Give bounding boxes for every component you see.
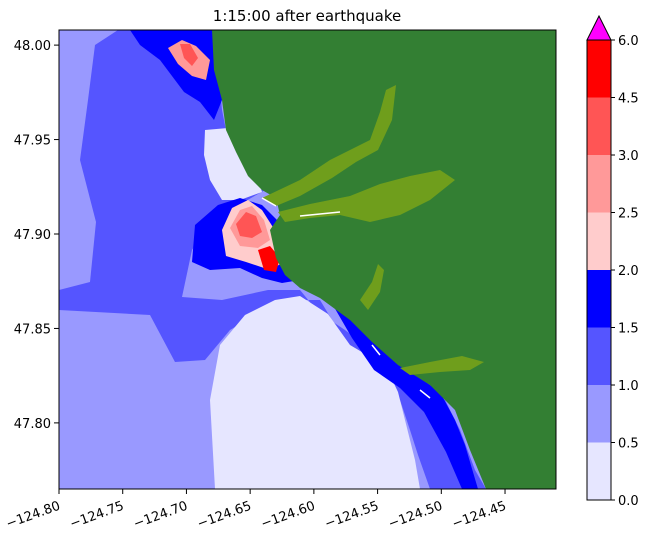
colorbar-tick-label: 0.5: [618, 437, 639, 452]
colorbar-tick-label: 2.5: [618, 207, 639, 222]
river-southeast: [400, 356, 484, 375]
colorbar-tick-label: 2.0: [618, 264, 639, 279]
colorbar-segment: [587, 40, 611, 98]
wave-band-0.0-0.5: [210, 296, 420, 489]
y-tick-label: 47.80: [14, 417, 51, 432]
colorbar-segment: [587, 385, 611, 443]
y-tick-label: 48.00: [14, 39, 51, 54]
axes-frame: [58, 29, 557, 490]
x-tick-label: −124.65: [195, 499, 253, 532]
colorbar-extend-max: [586, 14, 612, 41]
y-tick-label: 47.85: [14, 322, 51, 337]
x-tick-label: −124.60: [259, 499, 317, 532]
chart-title: 1:15:00 after earthquake: [213, 7, 401, 25]
x-tick-label: −124.75: [68, 499, 126, 532]
x-axis: −124.80 −124.75 −124.70 −124.65 −124.60 −124.…: [4, 489, 508, 532]
colorbar-segment: [587, 97, 611, 155]
x-tick-label: −124.45: [450, 499, 508, 532]
colorbar-tick-label: 1.0: [618, 379, 639, 394]
river-north: [262, 85, 396, 206]
wave-band-0.0-0.5-north: [204, 128, 262, 200]
colorbar-tick-label: 4.5: [618, 92, 639, 107]
colorbar-segment: [587, 212, 611, 270]
x-tick-label: −124.55: [323, 499, 381, 532]
river-main: [278, 170, 455, 222]
map-plot-area: [59, 30, 556, 489]
x-tick-label: −124.50: [387, 499, 445, 532]
wave-band-4.5-6.0: [258, 246, 280, 272]
colorbar-tick-label: 0.0: [618, 494, 639, 509]
shoreline-fringe: [261, 197, 431, 399]
wave-band-1.5-2.0-coast-south: [330, 300, 478, 489]
colorbar-tick-label: 6.0: [618, 34, 639, 49]
y-tick-label: 47.90: [14, 228, 51, 243]
y-tick-label: 47.95: [14, 134, 51, 149]
river-south: [360, 264, 384, 310]
colorbar-segment: [587, 155, 611, 213]
x-tick-label: −124.70: [132, 499, 190, 532]
colorbar-segment: [587, 442, 611, 500]
colorbar: 0.0 0.5 1.0 1.5 2.0 2.5 3.0 4.5 6.0: [586, 14, 639, 509]
wave-band-3.0-4.5: [236, 212, 262, 238]
colorbar-tick-label: 3.0: [618, 149, 639, 164]
wave-band-4.5-6.0-north: [180, 44, 198, 66]
land: [212, 30, 556, 489]
colorbar-segment: [587, 270, 611, 328]
y-axis: 47.80 47.85 47.90 47.95 48.00: [14, 39, 59, 432]
colorbar-segment: [587, 327, 611, 385]
x-tick-label: −124.80: [4, 499, 62, 532]
colorbar-tick-label: 1.5: [618, 322, 639, 337]
